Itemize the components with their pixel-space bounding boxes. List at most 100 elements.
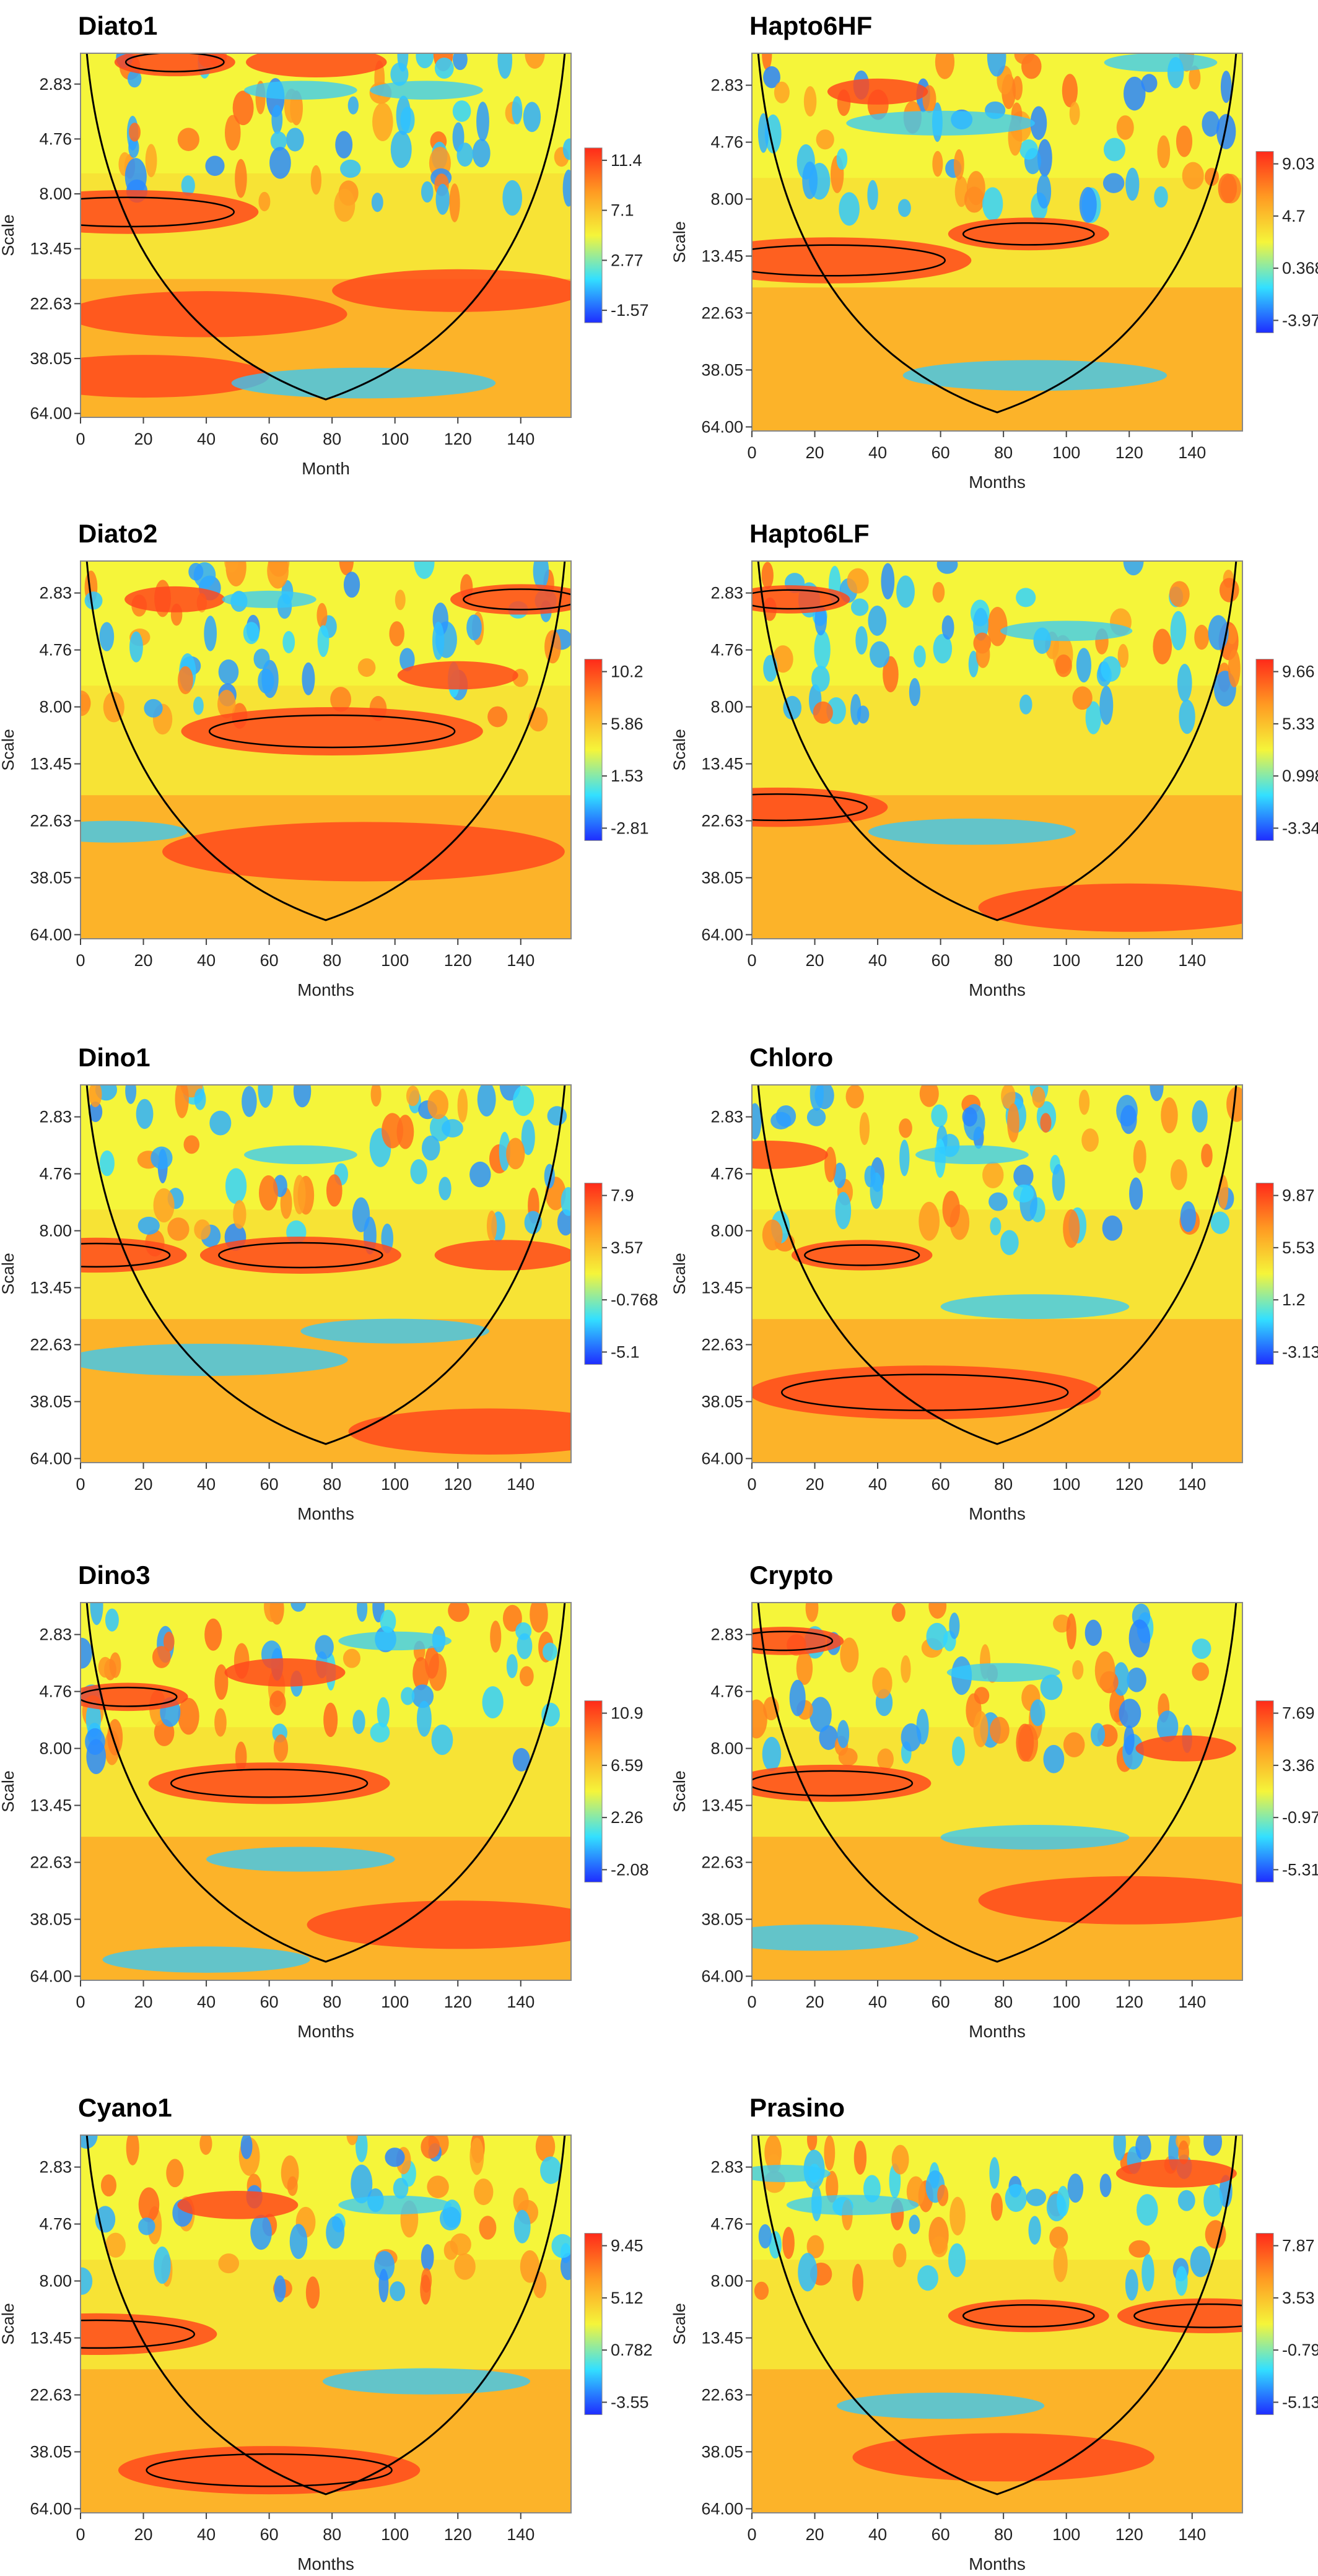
- x-tick-label: 60: [260, 1993, 279, 2011]
- heatmap-spot: [850, 598, 869, 616]
- significance-contour: [146, 2453, 393, 2487]
- significance-contour: [752, 589, 840, 610]
- heatmap-spot: [469, 1161, 491, 1188]
- heatmap-spot: [975, 640, 990, 668]
- heatmap-spot: [372, 102, 393, 141]
- y-tick-label: 64.00: [30, 404, 72, 423]
- heatmap-cold-region: [902, 360, 1167, 391]
- colorbar-tick-label: 2.77: [611, 251, 644, 269]
- heatmap-spot: [859, 1112, 870, 1146]
- heatmap-spot: [273, 1734, 289, 1762]
- heatmap-cold-region: [244, 80, 357, 100]
- y-tick-label: 8.00: [39, 1222, 72, 1240]
- heatmap-spot: [833, 1162, 846, 1188]
- heatmap-spot: [1120, 1105, 1137, 1134]
- y-tick-label: 4.76: [710, 133, 743, 152]
- x-tick-label: 40: [868, 2525, 887, 2544]
- heatmap-spot: [389, 621, 404, 646]
- y-tick-label: 8.00: [710, 2272, 743, 2291]
- heatmap-cold-region: [846, 110, 1035, 136]
- heatmap-spot: [909, 2214, 920, 2234]
- x-tick-label: 140: [507, 430, 535, 448]
- y-tick-label: 4.76: [39, 2215, 72, 2234]
- heatmap-spot: [347, 96, 359, 115]
- x-tick-label: 100: [1052, 2525, 1080, 2544]
- y-tick-label: 13.45: [30, 2329, 72, 2348]
- heatmap-spot: [926, 1622, 948, 1651]
- y-tick-label: 13.45: [701, 247, 743, 266]
- heatmap-spot: [838, 1747, 858, 1766]
- heatmap-hot-region: [307, 1900, 571, 1949]
- heatmap-spot: [1129, 1177, 1143, 1210]
- heatmap-spot: [427, 2175, 449, 2198]
- heatmap-spot: [1013, 1184, 1034, 1203]
- y-tick-label: 2.83: [39, 1108, 72, 1126]
- heatmap-spot: [414, 561, 435, 579]
- significance-contour: [1133, 2303, 1242, 2328]
- heatmap-spot: [1218, 173, 1237, 204]
- colorbar-tick-label: 5.53: [1282, 1238, 1315, 1257]
- heatmap-spot: [798, 2253, 818, 2292]
- heatmap-spot: [218, 659, 239, 685]
- colorbar-tick-label: -0.768: [611, 1290, 658, 1309]
- heatmap-spot: [476, 102, 489, 142]
- heatmap-cold-region: [338, 2195, 452, 2215]
- heatmap-spot: [877, 1748, 894, 1770]
- y-tick-label: 22.63: [701, 2385, 743, 2404]
- significance-contour: [780, 1373, 1069, 1411]
- y-tick-label: 38.05: [701, 360, 743, 379]
- heatmap-spot: [1176, 125, 1193, 157]
- heatmap-spot: [452, 53, 468, 71]
- y-tick-label: 64.00: [701, 1449, 743, 1468]
- x-tick-label: 0: [76, 1993, 85, 2011]
- heatmap-spot: [357, 658, 376, 677]
- heatmap-spot: [352, 1710, 365, 1734]
- heatmap-spot: [138, 2187, 160, 2222]
- heatmap-spot: [340, 159, 361, 178]
- y-tick-label: 64.00: [30, 1967, 72, 1985]
- heatmap-spot: [1119, 1699, 1141, 1728]
- heatmap-cold-region: [1000, 620, 1133, 642]
- heatmap-spot: [855, 626, 868, 655]
- heatmap-spot: [1170, 1159, 1187, 1190]
- heatmap-spot: [81, 2135, 98, 2149]
- colorbar-tick-label: 9.03: [1282, 155, 1315, 173]
- colorbar-tick-label: 5.12: [611, 2289, 644, 2307]
- heatmap-spot: [1076, 648, 1091, 683]
- heatmap-spot: [439, 2206, 461, 2230]
- cone-of-influence: [85, 1603, 566, 1963]
- heatmap-spot: [127, 70, 142, 88]
- heatmap-spot: [816, 129, 834, 150]
- x-tick-label: 80: [323, 2525, 341, 2544]
- y-tick-label: 13.45: [701, 1796, 743, 1815]
- heatmap-hot-region: [752, 237, 972, 284]
- heatmap-cold-region: [946, 1663, 1060, 1682]
- heatmap-hot-region: [81, 1237, 187, 1273]
- x-tick-label: 0: [747, 1993, 756, 2011]
- y-tick-label: 2.83: [710, 584, 743, 603]
- heatmap-spot: [302, 662, 315, 695]
- heatmap-spot: [847, 568, 869, 594]
- heatmap-spot: [84, 591, 103, 610]
- heatmap-spot: [421, 181, 434, 203]
- heatmap-spot: [770, 1112, 792, 1129]
- heatmap-spot: [1103, 137, 1125, 162]
- x-tick-label: 80: [994, 2525, 1013, 2544]
- y-tick-label: 2.83: [39, 2158, 72, 2177]
- significance-contour: [81, 1242, 171, 1268]
- heatmap-spot: [1053, 2245, 1068, 2282]
- heatmap-spot: [204, 1618, 222, 1651]
- cone-of-influence: [757, 1603, 1237, 1963]
- heatmap-spot: [1072, 1660, 1084, 1680]
- significance-contour: [752, 244, 946, 277]
- heatmap-hot-region: [124, 586, 225, 612]
- colorbar-tick-label: -3.97: [1282, 311, 1318, 329]
- cone-of-influence: [757, 2135, 1237, 2496]
- heatmap-spot: [772, 645, 793, 673]
- heatmap-cold-region: [81, 820, 188, 843]
- heatmap-spot: [1066, 1613, 1077, 1650]
- x-tick-label: 80: [323, 430, 341, 448]
- heatmap-spot: [393, 2177, 409, 2199]
- heatmap-spot: [1190, 2246, 1211, 2278]
